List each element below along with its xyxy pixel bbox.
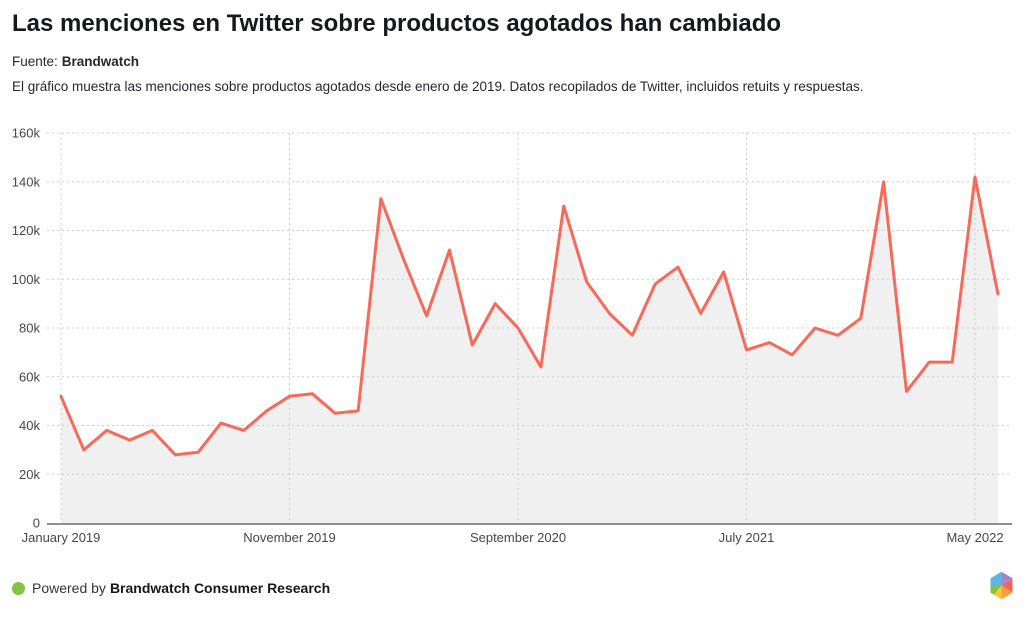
y-axis-tick-label: 120k	[12, 223, 41, 238]
logo-facet-yellow	[994, 585, 1002, 600]
source-line: Fuente: Brandwatch	[12, 54, 139, 69]
chart-description: El gráfico muestra las menciones sobre p…	[12, 79, 864, 94]
logo-facet-orange	[1001, 585, 1013, 600]
powered-by-text: Powered by	[32, 580, 106, 596]
chart-header: Las menciones en Twitter sobre productos…	[12, 10, 1012, 38]
x-axis-tick-label: May 2022	[946, 530, 1003, 545]
y-axis-tick-label: 40k	[19, 418, 40, 433]
x-axis-tick-label: January 2019	[22, 530, 101, 545]
x-axis-tick-label: November 2019	[243, 530, 336, 545]
source-name: Brandwatch	[61, 54, 140, 69]
series-line	[59, 175, 1000, 457]
y-axis-tick-label: 100k	[12, 272, 41, 287]
logo-facet-green	[990, 585, 1002, 595]
y-axis-tick-label: 60k	[19, 369, 40, 384]
y-axis-tick-label: 20k	[19, 467, 40, 482]
x-axis-tick-label: September 2020	[470, 530, 566, 545]
y-axis-tick-label: 160k	[12, 126, 41, 141]
chart-area: 0 20k 40k 60k 80k 100k 120k 140k 160k January 201…	[0, 110, 1024, 565]
logo-facet-red	[1001, 578, 1013, 593]
chart-title: Las menciones en Twitter sobre productos…	[12, 10, 782, 37]
logo-facet-blue	[990, 571, 1002, 586]
brandwatch-dot-icon	[12, 581, 25, 595]
mentions-area-chart: 0 20k 40k 60k 80k 100k 120k 140k 160k January 201…	[12, 126, 1012, 545]
y-axis-tick-label: 80k	[19, 321, 40, 336]
y-axis-tick-label: 140k	[12, 174, 41, 189]
dot-circle	[12, 581, 25, 595]
y-axis-tick-label: 0	[33, 516, 40, 531]
source-prefix: Fuente:	[12, 54, 58, 69]
x-axis-tick-label: July 2021	[719, 530, 775, 545]
chart-footer: Powered by Brandwatch Consumer Research	[12, 578, 330, 598]
powered-by-brand: Brandwatch Consumer Research	[109, 580, 331, 596]
brandwatch-hexagon-logo-icon	[990, 571, 1013, 600]
logo-facet-purple	[1001, 571, 1013, 586]
